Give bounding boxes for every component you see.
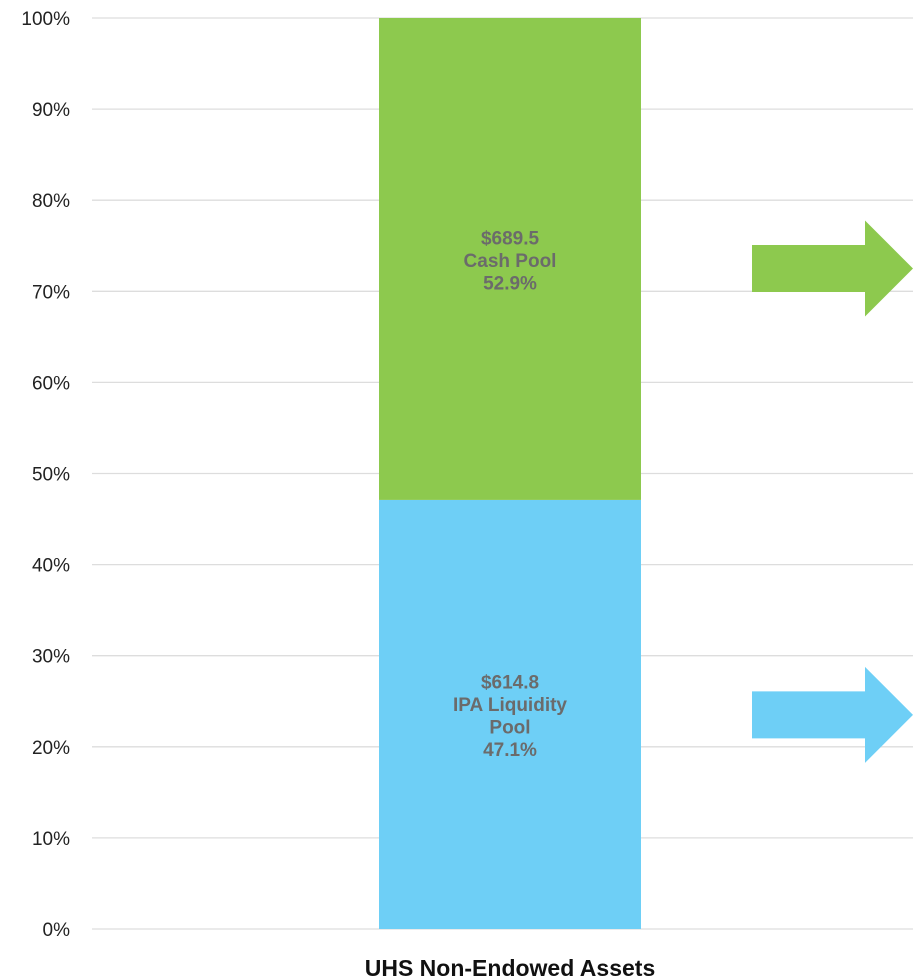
segment-label: 47.1% [483,740,537,761]
segment-label: $689.5 [481,228,540,249]
category-label: UHS Non-Endowed Assets [365,955,656,980]
bar-segment [379,499,641,929]
segment-label: 52.9% [483,273,537,294]
y-tick-label: 90% [32,100,70,121]
x-axis-category-labels: UHS Non-Endowed Assets [365,955,656,980]
y-tick-label: 60% [32,373,70,394]
y-tick-label: 100% [21,9,70,30]
y-tick-label: 30% [32,647,70,668]
arrow-right-icon [752,666,913,763]
y-tick-label: 40% [32,556,70,577]
y-tick-label: 50% [32,465,70,486]
bar-segment [379,18,641,500]
segment-label: $614.8 [481,673,539,694]
y-axis-tick-labels: 0% 10% 20% 30% 40% 50% 60% 70% 80% 90% 100% [21,9,70,941]
y-tick-label: 20% [32,738,70,759]
bars [379,18,641,929]
segment-label: IPA Liquidity [453,695,567,716]
arrows [752,220,913,763]
y-tick-label: 0% [43,920,71,941]
segment-label: Pool [489,718,530,739]
y-tick-label: 70% [32,282,70,303]
arrow-right-icon [752,220,913,317]
y-tick-label: 10% [32,829,70,850]
y-tick-label: 80% [32,191,70,212]
segment-label: Cash Pool [464,251,557,272]
